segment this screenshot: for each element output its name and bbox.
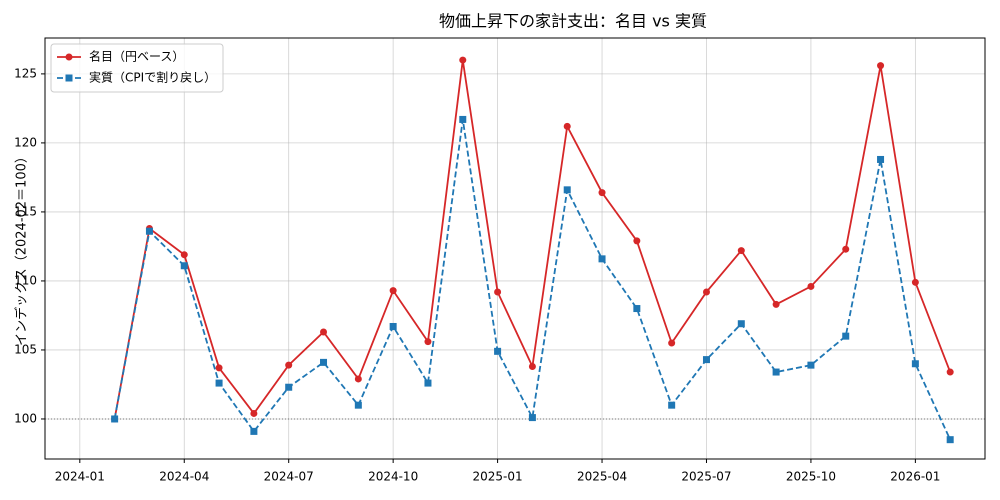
chart-title: 物価上昇下の家計支出：名目 vs 実質 [439,12,707,31]
x-tick-label: 2025-07 [681,470,731,484]
data-point [946,436,954,444]
y-tick-label: 125 [14,66,37,80]
data-point [702,288,710,296]
data-point [285,361,293,369]
x-tick-label: 2026-01 [890,470,940,484]
legend-marker [65,53,73,61]
data-point [737,320,745,328]
series [111,56,954,423]
x-tick-label: 2025-04 [577,470,627,484]
data-point [668,339,676,347]
data-point [598,255,606,263]
data-point [494,347,502,355]
y-tick-label: 100 [14,411,37,425]
data-point [389,322,397,330]
data-point [111,415,119,423]
data-point [424,379,432,387]
data-point [145,227,153,235]
data-point [320,328,328,336]
x-tick-label: 2024-07 [264,470,314,484]
data-point [842,245,850,253]
y-tick-label: 110 [14,273,37,287]
data-point [877,62,885,70]
data-point [215,379,223,387]
data-point [215,364,223,372]
x-tick-label: 2025-10 [786,470,836,484]
data-point [389,287,397,295]
data-point [320,358,328,366]
data-point [354,375,362,383]
data-point [668,401,676,409]
data-point [563,186,571,194]
x-tick-label: 2024-04 [159,470,209,484]
data-point [459,56,467,64]
data-point [494,288,502,296]
data-point [563,122,571,130]
legend-marker [65,74,73,82]
data-point [633,237,641,245]
data-point [633,305,641,313]
data-point [528,363,536,371]
x-tick-label: 2024-10 [368,470,418,484]
data-point [807,361,815,369]
data-point [807,282,815,290]
data-point [250,409,258,417]
data-point [285,383,293,391]
y-axis-label: インデックス（2024-02＝100） [14,150,30,346]
legend-label: 実質（CPIで割り戻し） [89,70,216,85]
data-point [250,427,258,435]
data-point [842,332,850,340]
data-point [772,300,780,308]
data-point [598,189,606,197]
data-point [528,414,536,422]
data-point [702,356,710,364]
data-point [180,251,188,259]
legend-label: 名目（円ベース） [89,49,184,64]
data-point [911,278,919,286]
data-point [772,368,780,376]
y-tick-label: 120 [14,135,37,149]
x-tick-label: 2025-01 [473,470,523,484]
data-point [877,155,885,163]
y-tick-label: 105 [14,342,37,356]
series [111,115,954,444]
data-point [911,360,919,368]
plot-frame [44,37,986,460]
x-tick-label: 2024-01 [55,470,105,484]
data-point [737,247,745,255]
series-line [113,119,952,441]
legend: 名目（円ベース） 実質（CPIで割り戻し） [50,43,224,93]
y-tick-label: 115 [14,204,37,218]
data-point [459,115,467,123]
data-point [424,338,432,346]
data-point [354,401,362,409]
data-point [946,368,954,376]
legend-box [50,43,224,93]
data-point [180,262,188,270]
